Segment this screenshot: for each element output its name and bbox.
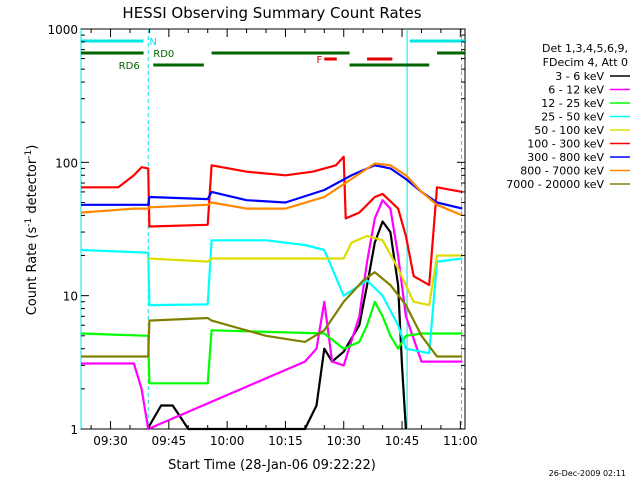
mode-segment-label: F	[317, 55, 323, 66]
series-line-7	[80, 162, 463, 217]
x-tick-label: 10:45	[385, 434, 420, 448]
legend-label-4: 50 - 100 keV	[534, 124, 604, 137]
legend-label-3: 25 - 50 keV	[541, 111, 604, 124]
series-line-3	[80, 239, 463, 355]
axes: 09:30 09:45 10:00 10:15 10:30 10:45 11:00 1 10 10…	[47, 23, 477, 448]
y-axis-label: Count Rate (s-1 detector-1)	[24, 145, 40, 316]
legend-label-2: 12 - 25 keV	[541, 97, 604, 110]
legend-label-6: 300 - 800 keV	[527, 151, 604, 164]
legend-label-5: 100 - 300 keV	[527, 138, 604, 151]
legend-label-8: 7000 - 20000 keV	[506, 178, 604, 191]
mode-segment-label: RD0	[153, 49, 174, 60]
legend-label-7: 800 - 7000 keV	[520, 165, 604, 178]
legend: Det 1,3,4,5,6,9, FDecim 4, Att 0 3 - 6 k…	[506, 42, 630, 191]
x-tick-label: 10:30	[326, 434, 361, 448]
legend-header-line-2: FDecim 4, Att 0	[543, 56, 628, 69]
y-tick-label: 1	[70, 423, 78, 437]
series-line-4	[148, 234, 463, 307]
x-tick-label: 09:45	[152, 434, 187, 448]
series-line-1	[81, 199, 463, 431]
series-line-2	[80, 300, 463, 385]
x-tick-label: 09:30	[93, 434, 128, 448]
series-line-0	[146, 220, 407, 431]
series-line-8	[81, 271, 463, 358]
chart-title: HESSI Observing Summary Count Rates	[122, 4, 421, 22]
x-axis-label: Start Time (28-Jan-06 09:22:22)	[168, 458, 376, 473]
mode-segment-label: N	[149, 37, 156, 48]
series-lines	[80, 155, 463, 431]
y-tick-label: 1000	[47, 23, 78, 37]
series-line-5	[81, 155, 463, 287]
x-tick-label: 10:15	[268, 434, 303, 448]
y-tick-label: 10	[63, 290, 78, 304]
mode-segment-label: RD6	[119, 61, 140, 72]
x-tick-label: 10:00	[210, 434, 245, 448]
legend-header-line-1: Det 1,3,4,5,6,9,	[542, 42, 628, 55]
footer-date: 26-Dec-2009 02:11	[549, 469, 626, 478]
legend-label-1: 6 - 12 keV	[548, 84, 604, 97]
boundary-lines	[80, 29, 463, 429]
x-tick-label: 11:00	[443, 434, 478, 448]
y-tick-label: 100	[55, 156, 78, 170]
legend-label-0: 3 - 6 keV	[555, 70, 604, 83]
